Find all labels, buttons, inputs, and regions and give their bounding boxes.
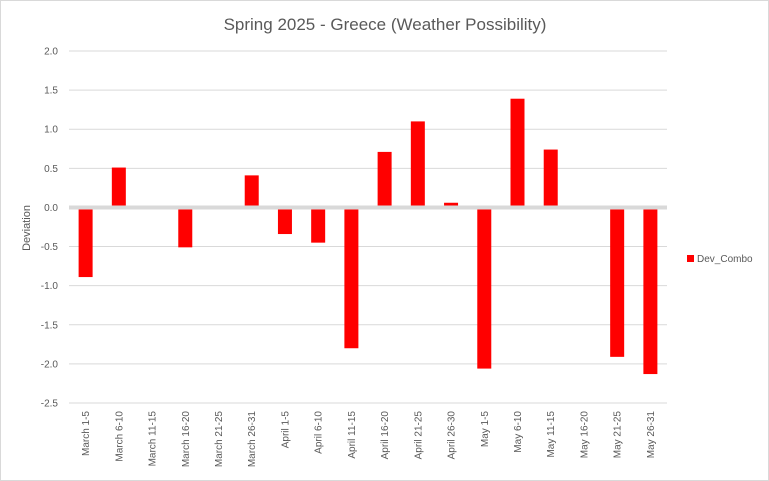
chart-title: Spring 2025 - Greece (Weather Possibilit… <box>224 15 547 34</box>
bar <box>78 207 93 278</box>
x-tick-label: March 21-25 <box>214 411 225 468</box>
y-axis-label: Deviation <box>21 205 33 251</box>
bars <box>78 98 658 375</box>
x-tick-label: May 6-10 <box>513 411 524 453</box>
x-tick-label: March 16-20 <box>181 411 192 468</box>
bar <box>244 175 259 208</box>
x-ticks: March 1-5 March 6-10 March 11-15 March 16-2… <box>81 411 657 468</box>
legend: Dev_Combo <box>687 254 753 265</box>
x-tick-label: May 26-31 <box>646 411 657 459</box>
bar <box>543 149 558 208</box>
bar <box>311 207 326 243</box>
bar <box>510 98 525 208</box>
x-tick-label: April 11-15 <box>347 411 358 459</box>
y-ticks: 2.0 1.5 1.0 0.5 0.0 -0.5 -1.0 -1.5 -2.0 -2.5 <box>41 47 59 410</box>
x-tick-label: March 11-15 <box>148 411 159 467</box>
y-tick-label: -1.5 <box>41 320 59 331</box>
legend-label-dev-combo: Dev_Combo <box>697 254 753 265</box>
gridlines <box>69 50 667 404</box>
x-tick-label: May 1-5 <box>480 411 491 448</box>
bar <box>610 207 625 357</box>
y-tick-label: 1.5 <box>44 86 58 97</box>
x-tick-label: April 26-30 <box>447 411 458 460</box>
y-tick-label: 2.0 <box>44 47 58 58</box>
legend-swatch-dev-combo <box>687 255 694 262</box>
y-tick-label: 1.0 <box>44 125 58 136</box>
bar <box>277 207 292 235</box>
bar <box>477 207 492 369</box>
x-tick-label: March 6-10 <box>114 411 125 462</box>
x-tick-label: May 16-20 <box>579 411 590 459</box>
bar <box>643 207 658 375</box>
x-tick-label: April 16-20 <box>380 411 391 460</box>
x-tick-label: May 21-25 <box>613 411 624 459</box>
y-tick-label: 0.0 <box>44 203 58 214</box>
y-tick-label: -0.5 <box>41 242 59 253</box>
x-tick-label: April 6-10 <box>314 411 325 454</box>
x-tick-label: April 1-5 <box>280 411 291 449</box>
x-tick-label: May 11-15 <box>546 411 557 458</box>
bar <box>410 121 425 208</box>
bar <box>444 202 459 208</box>
x-tick-label: March 26-31 <box>247 411 258 468</box>
y-tick-label: -1.0 <box>41 281 59 292</box>
x-tick-label: March 1-5 <box>81 411 92 456</box>
bar <box>111 167 126 208</box>
bar <box>377 151 392 208</box>
y-tick-label: 0.5 <box>44 164 58 175</box>
bar <box>344 207 359 349</box>
y-tick-label: -2.0 <box>41 359 59 370</box>
y-tick-label: -2.5 <box>41 399 59 410</box>
bar <box>178 207 193 248</box>
x-tick-label: April 21-25 <box>413 411 424 460</box>
